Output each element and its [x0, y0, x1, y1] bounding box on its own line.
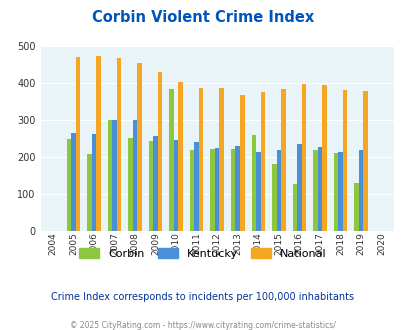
- Text: Corbin Violent Crime Index: Corbin Violent Crime Index: [92, 10, 313, 25]
- Bar: [260, 92, 264, 231]
- Bar: [149, 141, 153, 231]
- Bar: [117, 58, 121, 231]
- Bar: [276, 150, 280, 231]
- Bar: [271, 164, 276, 231]
- Bar: [75, 57, 80, 231]
- Bar: [239, 95, 244, 231]
- Bar: [71, 133, 75, 231]
- Bar: [230, 148, 235, 231]
- Bar: [219, 88, 224, 231]
- Bar: [194, 142, 198, 231]
- Text: © 2025 CityRating.com - https://www.cityrating.com/crime-statistics/: © 2025 CityRating.com - https://www.city…: [70, 321, 335, 330]
- Bar: [137, 63, 141, 231]
- Bar: [292, 184, 296, 231]
- Bar: [153, 136, 158, 231]
- Bar: [112, 120, 117, 231]
- Legend: Corbin, Kentucky, National: Corbin, Kentucky, National: [79, 248, 326, 259]
- Bar: [280, 89, 285, 231]
- Bar: [333, 153, 337, 231]
- Bar: [214, 148, 219, 231]
- Bar: [256, 152, 260, 231]
- Bar: [317, 147, 321, 231]
- Bar: [173, 141, 178, 231]
- Bar: [169, 89, 173, 231]
- Bar: [107, 120, 112, 231]
- Bar: [198, 87, 203, 231]
- Bar: [178, 82, 183, 231]
- Bar: [312, 150, 317, 231]
- Bar: [210, 149, 214, 231]
- Bar: [235, 147, 239, 231]
- Bar: [358, 150, 362, 231]
- Bar: [301, 84, 305, 231]
- Bar: [353, 183, 358, 231]
- Bar: [296, 144, 301, 231]
- Bar: [337, 152, 342, 231]
- Bar: [87, 154, 92, 231]
- Bar: [251, 135, 256, 231]
- Bar: [158, 72, 162, 231]
- Bar: [342, 90, 346, 231]
- Bar: [128, 138, 132, 231]
- Bar: [321, 85, 326, 231]
- Bar: [92, 134, 96, 231]
- Bar: [132, 120, 137, 231]
- Text: Crime Index corresponds to incidents per 100,000 inhabitants: Crime Index corresponds to incidents per…: [51, 292, 354, 302]
- Bar: [190, 150, 194, 231]
- Bar: [66, 139, 71, 231]
- Bar: [96, 56, 100, 231]
- Bar: [362, 91, 367, 231]
